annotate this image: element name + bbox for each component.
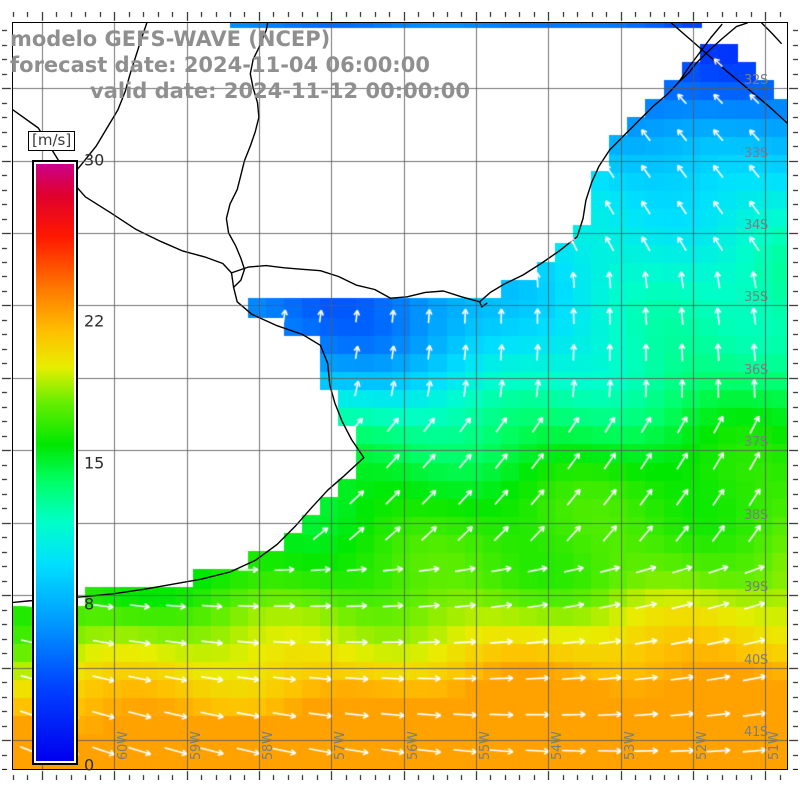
lat-label-40S: 40S [744,652,768,668]
colorbar-units-label: [m/s] [28,131,76,151]
lon-label-53W: 53W [622,731,638,761]
map-plot-area[interactable] [12,22,788,770]
colorbar-gradient [32,160,78,765]
colorbar-tick-15: 15 [84,453,105,472]
lat-label-36S: 36S [744,362,768,378]
colorbar-tick-22: 22 [84,311,105,331]
left-axis-ticks [2,22,12,770]
lat-label-39S: 39S [744,580,768,596]
colorbar-tick-0: 0 [84,755,95,775]
lat-label-41S: 41S [744,725,768,741]
lon-label-51W: 51W [767,731,783,761]
lon-label-52W: 52W [694,731,710,761]
lon-label-57W: 57W [333,731,349,761]
lat-label-35S: 35S [744,290,768,306]
bottom-axis-ticks [12,770,788,780]
graticule-gridlines [13,23,787,769]
lon-label-55W: 55W [477,731,493,761]
lon-label-58W: 58W [260,731,276,761]
top-axis-ticks [12,12,788,22]
lat-label-32S: 32S [744,73,768,89]
lat-label-37S: 37S [744,435,768,451]
lon-label-60W: 60W [116,731,132,761]
colorbar-tick-30: 30 [84,150,105,170]
lon-label-59W: 59W [188,731,204,761]
lon-label-54W: 54W [550,731,566,761]
lat-label-38S: 38S [744,507,768,523]
colorbar-tick-8: 8 [84,594,95,614]
lat-label-34S: 34S [744,218,768,234]
right-axis-ticks [788,22,798,770]
lon-label-56W: 56W [405,731,421,761]
lat-label-33S: 33S [744,145,768,161]
